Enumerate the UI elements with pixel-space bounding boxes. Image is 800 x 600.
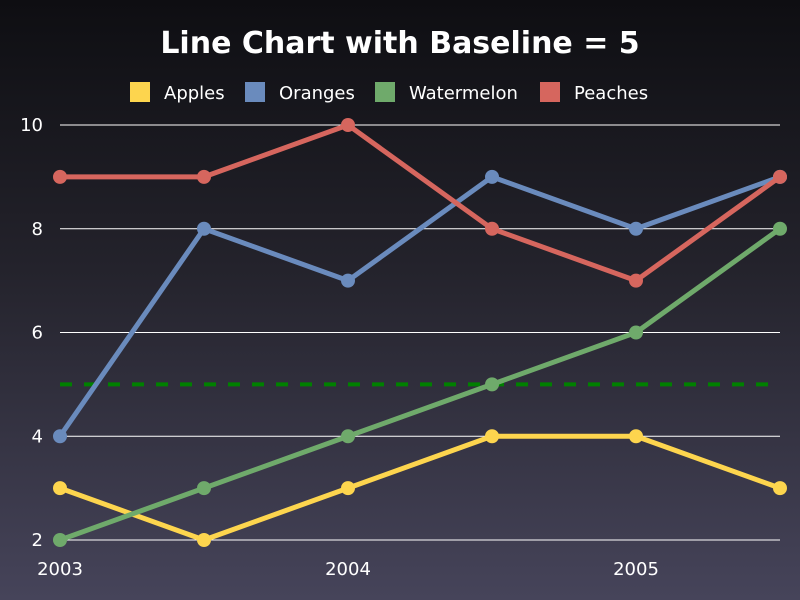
y-tick-label: 8 [32, 219, 43, 240]
legend-item-watermelon: Watermelon [375, 82, 518, 104]
grid [60, 124, 780, 541]
data-point-oranges [341, 273, 355, 288]
y-tick-label: 10 [20, 115, 43, 136]
data-point-apples [53, 481, 67, 496]
series-line-watermelon [57, 226, 783, 543]
data-point-peaches [629, 273, 643, 288]
data-point-oranges [197, 221, 211, 236]
data-point-apples [485, 429, 499, 444]
y-tick-label: 6 [32, 323, 43, 344]
data-point-peaches [485, 221, 499, 236]
series-peaches [53, 118, 787, 288]
legend-swatch-peaches [540, 82, 560, 102]
series-apples [53, 429, 787, 547]
data-point-peaches [773, 169, 787, 184]
data-point-watermelon [341, 429, 355, 444]
legend-label-oranges: Oranges [279, 83, 355, 104]
data-point-peaches [53, 169, 67, 184]
data-point-oranges [53, 429, 67, 444]
data-point-watermelon [197, 481, 211, 496]
x-tick-label: 2005 [613, 559, 659, 580]
data-point-apples [197, 533, 211, 547]
legend-label-peaches: Peaches [574, 83, 648, 104]
y-tick-label: 4 [32, 426, 43, 447]
legend: Apples Oranges Watermelon Peaches [130, 82, 648, 104]
x-tick-label: 2004 [325, 559, 371, 580]
x-axis: 2003 2004 2005 [37, 559, 659, 580]
legend-label-watermelon: Watermelon [409, 83, 518, 104]
legend-item-oranges: Oranges [245, 82, 355, 104]
data-point-watermelon [773, 221, 787, 236]
legend-swatch-watermelon [375, 82, 395, 102]
legend-label-apples: Apples [164, 83, 225, 104]
legend-item-apples: Apples [130, 82, 225, 104]
data-point-apples [773, 481, 787, 496]
series-oranges [53, 169, 787, 444]
data-point-oranges [629, 221, 643, 236]
y-tick-label: 2 [32, 530, 43, 551]
series-layer [53, 118, 787, 547]
data-point-watermelon [629, 325, 643, 340]
data-point-apples [629, 429, 643, 444]
legend-item-peaches: Peaches [540, 82, 648, 104]
y-axis: 2 4 6 8 10 [20, 115, 43, 551]
legend-swatch-apples [130, 82, 150, 102]
series-line-peaches [57, 122, 783, 284]
series-watermelon [53, 221, 787, 547]
data-point-peaches [197, 169, 211, 184]
x-tick-label: 2003 [37, 559, 83, 580]
data-point-watermelon [53, 533, 67, 547]
data-point-oranges [485, 169, 499, 184]
data-point-peaches [341, 118, 355, 132]
legend-swatch-oranges [245, 82, 265, 102]
series-line-oranges [57, 174, 783, 439]
data-point-watermelon [485, 377, 499, 392]
chart-title: Line Chart with Baseline = 5 [160, 26, 639, 61]
series-line-apples [57, 433, 783, 543]
data-point-apples [341, 481, 355, 496]
